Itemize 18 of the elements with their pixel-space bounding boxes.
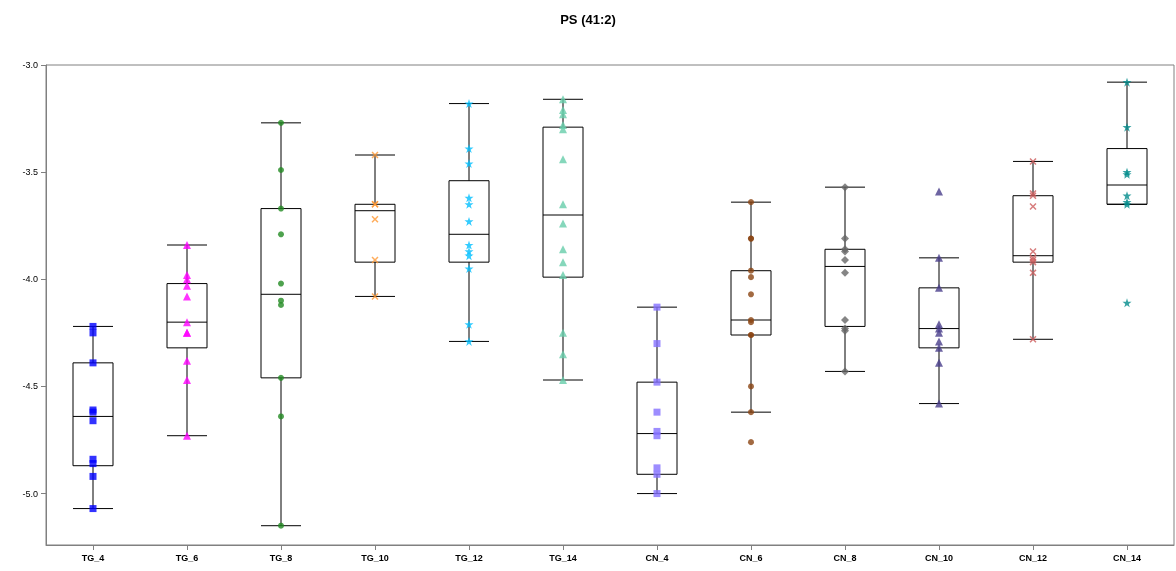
x-tick-label: TG_4	[81, 552, 105, 563]
x-tick-label: TG_12	[455, 552, 483, 563]
x-tick-label: CN_14	[1112, 552, 1142, 563]
x-tick-label: TG_14	[549, 552, 577, 563]
y-tick-label: -3.0	[22, 60, 38, 70]
y-tick-label: -4.5	[22, 381, 38, 392]
x-tick-label: CN_6	[739, 552, 763, 563]
x-tick-label: CN_4	[645, 552, 669, 563]
y-tick-label: -3.5	[22, 167, 38, 178]
x-tick-label: TG_6	[175, 552, 199, 563]
x-tick-label: CN_12	[1018, 552, 1048, 563]
chart-title: PS (41:2)	[560, 12, 616, 27]
x-tick-label: TG_10	[361, 552, 389, 563]
x-tick-label: TG_8	[269, 552, 293, 563]
y-tick-label: -5.0	[22, 488, 38, 499]
x-tick-label: CN_8	[833, 552, 857, 563]
y-tick-label: -4.0	[22, 274, 38, 285]
x-tick-label: CN_10	[924, 552, 954, 563]
